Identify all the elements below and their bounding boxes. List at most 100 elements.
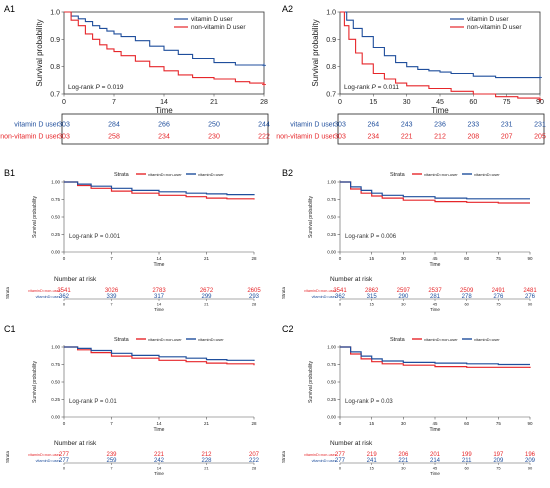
risk-cell: 2783 [152, 288, 166, 294]
risk-cell: 241 [367, 458, 378, 464]
risk-cell: 290 [398, 294, 409, 300]
x-tick-label: 0 [338, 99, 342, 106]
risk-cell: 362 [335, 294, 346, 300]
x-tick-label: 28 [251, 256, 257, 261]
risk-table-title: Number at risk [330, 440, 373, 447]
risk-cell: 196 [525, 452, 536, 458]
y-tick-label: 0.50 [327, 215, 336, 220]
logrank-annotation: Log-rank P = 0.006 [345, 234, 397, 240]
risk-cell: 207 [501, 134, 513, 141]
logrank-annotation: Log-rank P = 0.03 [345, 399, 393, 405]
x-tick-label: 14 [156, 421, 162, 426]
risk-cell: 250 [208, 122, 220, 129]
risk-tick-label: 15 [369, 302, 374, 307]
risk-tick-label: 14 [157, 466, 162, 471]
legend-label: non-vitamin D user [467, 24, 522, 31]
risk-tick-label: 15 [369, 466, 374, 471]
risk-tick-label: 7 [110, 466, 113, 471]
y-tick-label: 0.25 [327, 397, 336, 402]
risk-cell: 2862 [365, 288, 379, 294]
risk-cell: 209 [525, 458, 536, 464]
y-tick-label: 0.50 [51, 215, 60, 220]
logrank-annotation: Log-rank P = 0.001 [69, 234, 121, 240]
risk-row-label: vitaminD=non-user [28, 453, 61, 457]
y-tick-label: 0.00 [327, 250, 336, 255]
risk-cell: 3541 [333, 288, 347, 294]
x-axis-title: Time [431, 106, 449, 115]
risk-cell: 259 [106, 458, 117, 464]
risk-cell: 207 [249, 452, 260, 458]
risk-cell: 264 [367, 122, 379, 129]
risk-tick-label: 45 [433, 302, 438, 307]
x-tick-label: 21 [204, 256, 210, 261]
x-tick-label: 21 [204, 421, 210, 426]
risk-row-label: vitaminD=user [312, 459, 337, 463]
x-tick-label: 0 [63, 421, 66, 426]
x-tick-label: 90 [527, 256, 533, 261]
y-axis-title: Survival probability [35, 19, 44, 86]
risk-cell: 362 [59, 294, 70, 300]
survival-curve [340, 181, 530, 200]
x-tick-label: 7 [112, 99, 116, 106]
risk-cell: 278 [462, 294, 473, 300]
legend-label: vitaminD=non-user [424, 172, 458, 177]
y-tick-label: 1.00 [51, 180, 60, 185]
risk-cell: 277 [335, 458, 346, 464]
risk-row-label: vitaminD=user [312, 295, 337, 299]
risk-table-title: Number at risk [54, 440, 97, 447]
risk-cell: 197 [493, 452, 504, 458]
risk-tick-label: 0 [63, 466, 66, 471]
x-tick-label: 0 [62, 99, 66, 106]
panel-label: A1 [4, 4, 15, 14]
x-axis-title: Time [430, 427, 441, 433]
risk-cell: 317 [154, 294, 165, 300]
risk-cell: 228 [201, 458, 212, 464]
y-axis-title: Survival probability [308, 196, 314, 238]
y-tick-label: 0.00 [327, 415, 336, 420]
risk-cell: 199 [462, 452, 473, 458]
risk-cell: 303 [334, 122, 346, 129]
risk-row-label: non-vitamin D user [276, 134, 335, 141]
risk-table-title: Number at risk [330, 276, 373, 283]
risk-cell: 2491 [492, 288, 506, 294]
y-tick-label: 0.7 [326, 92, 336, 99]
risk-cell: 303 [334, 134, 346, 141]
survival-curve [64, 181, 255, 196]
risk-strata-label: Strata [281, 451, 286, 464]
risk-tick-label: 21 [204, 302, 209, 307]
survival-curve [64, 11, 265, 66]
legend-title: Strata [114, 172, 130, 178]
survival-curve [340, 181, 530, 204]
risk-table-frame [337, 113, 545, 145]
survival-curve [64, 346, 255, 361]
y-axis-title: Survival probability [308, 361, 314, 403]
legend-title: Strata [390, 172, 406, 178]
x-tick-label: 30 [401, 256, 407, 261]
y-tick-label: 1.00 [327, 180, 336, 185]
risk-cell: 303 [58, 134, 70, 141]
x-tick-label: 30 [401, 421, 407, 426]
y-tick-label: 0.00 [51, 250, 60, 255]
risk-cell: 277 [59, 458, 70, 464]
y-tick-label: 0.9 [50, 37, 60, 44]
y-tick-label: 0.75 [327, 362, 336, 367]
legend-label: vitaminD=user [474, 172, 500, 177]
legend-label: vitaminD=non-user [424, 337, 458, 342]
panel-label: C1 [4, 324, 16, 334]
y-tick-label: 0.25 [327, 232, 336, 237]
risk-tick-label: 60 [464, 302, 469, 307]
risk-tick-label: 75 [496, 466, 501, 471]
x-tick-label: 15 [369, 421, 375, 426]
risk-cell: 293 [249, 294, 260, 300]
risk-cell: 242 [154, 458, 165, 464]
risk-cell: 219 [367, 452, 378, 458]
x-tick-label: 0 [339, 256, 342, 261]
risk-tick-label: 0 [339, 302, 342, 307]
legend-label: non-vitamin D user [191, 24, 246, 31]
risk-axis-title: Time [430, 307, 440, 312]
risk-cell: 277 [59, 452, 70, 458]
risk-tick-label: 0 [63, 302, 66, 307]
survival-curve [340, 346, 531, 368]
